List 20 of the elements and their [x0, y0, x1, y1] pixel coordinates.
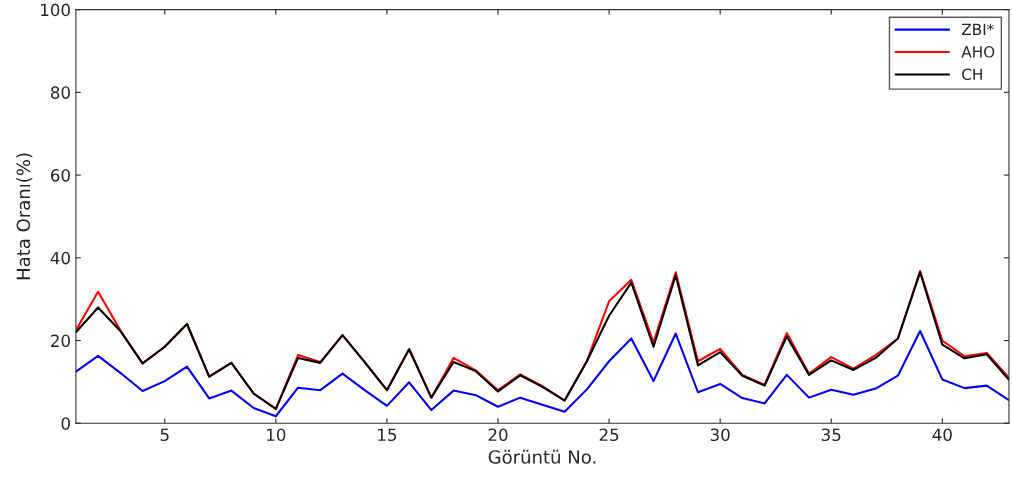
x-tick-label: 15 — [378, 428, 397, 442]
y-tick-label: 60 — [50, 169, 70, 182]
y-tick-label: 40 — [50, 251, 70, 265]
y-tick-label: 80 — [50, 86, 70, 99]
legend-label: AHO — [961, 46, 995, 58]
line-series — [75, 329, 1009, 418]
x-tick-label: 25 — [599, 428, 619, 442]
y-tick-label: 20 — [51, 334, 70, 348]
x-tick-label: 30 — [710, 428, 730, 442]
x-tick-label: 20 — [488, 428, 508, 442]
legend-label: ZBI* — [961, 23, 994, 35]
x-tick-label: 5 — [160, 428, 169, 442]
y-tick-label: 100 — [41, 3, 70, 17]
x-axis-title: Görüntü No. — [488, 449, 596, 464]
legend-label: CH — [962, 68, 982, 81]
y-tick-label: 0 — [61, 417, 70, 430]
x-tick-label: 10 — [267, 428, 286, 442]
x-tick-label: 40 — [932, 428, 952, 442]
y-axis-title: Hata Oranı(%) — [16, 153, 33, 280]
x-tick-label: 35 — [821, 428, 841, 442]
